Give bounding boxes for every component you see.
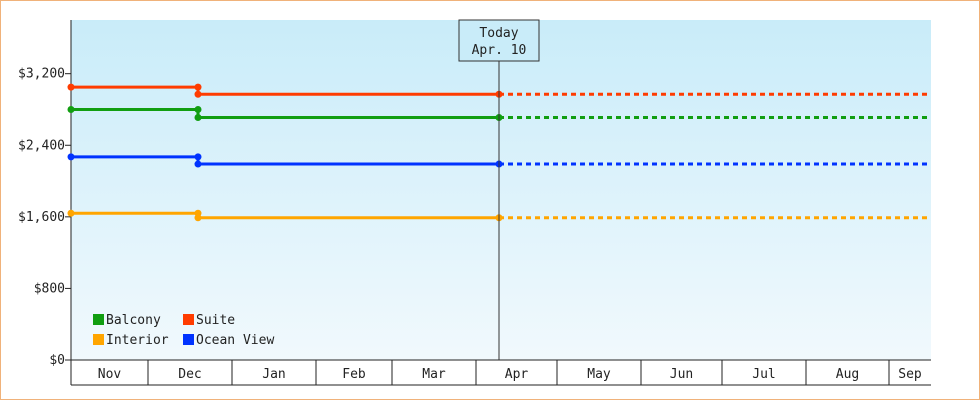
data-point: [194, 90, 202, 98]
x-tick-label: Apr: [505, 367, 529, 382]
data-point: [194, 83, 202, 91]
x-tick-label: Sep: [898, 367, 922, 382]
series-line: [71, 85, 499, 96]
legend: Balcony Suite Interior Ocean View: [93, 313, 274, 348]
x-tick-label: Dec: [178, 367, 201, 382]
x-tick-label: Mar: [422, 367, 446, 382]
data-point: [194, 160, 202, 168]
legend-label: Suite: [196, 313, 235, 328]
today-box: [458, 19, 540, 62]
series-layer: [67, 83, 931, 222]
legend-label: Interior: [106, 333, 169, 348]
y-tick-label: $2,400: [18, 138, 65, 153]
y-axis: $0 $800 $1,600 $2,400 $3,200: [18, 20, 72, 368]
legend-label: Balcony: [106, 313, 161, 328]
y-tick-label: $800: [34, 281, 65, 296]
x-tick-label: Jan: [262, 367, 285, 382]
series-interior: [67, 209, 931, 222]
data-point: [67, 153, 75, 161]
data-point: [194, 114, 202, 122]
y-tick-label: $0: [49, 353, 65, 368]
data-point: [194, 153, 202, 161]
x-tick-label: May: [587, 367, 611, 382]
x-tick-label: Feb: [342, 367, 366, 382]
x-tick-label: Jun: [670, 367, 693, 382]
today-date: Apr. 10: [472, 43, 527, 58]
legend-swatch: [183, 334, 194, 345]
legend-swatch: [93, 334, 104, 345]
series-line: [71, 155, 499, 166]
data-point: [67, 83, 75, 91]
plot-area: [71, 20, 931, 360]
legend-swatch: [183, 314, 194, 325]
series-suite: [67, 83, 931, 98]
x-tick-label: Aug: [836, 367, 859, 382]
y-tick-label: $3,200: [18, 67, 65, 82]
data-point: [67, 105, 75, 113]
data-point: [194, 214, 202, 222]
x-tick-label: Nov: [98, 367, 122, 382]
x-tick-label: Jul: [752, 367, 775, 382]
legend-label: Ocean View: [196, 333, 274, 348]
legend-swatch: [93, 314, 104, 325]
data-point: [194, 105, 202, 113]
today-label: Today: [479, 26, 518, 41]
y-tick-label: $1,600: [18, 210, 65, 225]
data-point: [67, 209, 75, 217]
today-marker: Today Apr. 10: [458, 19, 540, 360]
series-balcony: [67, 105, 931, 122]
series-line: [71, 107, 499, 120]
x-axis: Nov Dec Jan Feb Mar Apr May Jun Jul Aug Sep: [70, 359, 931, 386]
